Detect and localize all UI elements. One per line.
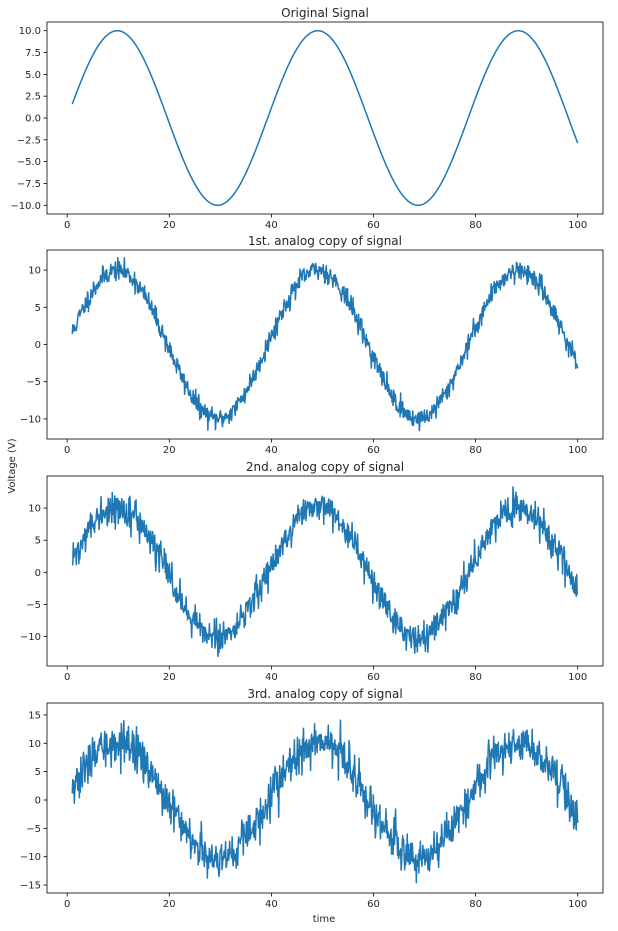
chart-title-3: 2nd. analog copy of signal (246, 460, 404, 474)
y-tick-label: −7.5 (17, 179, 41, 190)
y-tick-label: 10 (28, 504, 41, 515)
axes-frame-3 (46, 475, 604, 667)
y-tick-label: −2.5 (17, 135, 41, 146)
y-tick-label: −5.0 (17, 157, 41, 168)
x-tick-label: 40 (265, 220, 278, 231)
y-tick-label: 5 (35, 303, 41, 314)
x-tick-label: 60 (367, 220, 380, 231)
x-tick-label: 0 (64, 672, 70, 683)
x-tick-label: 100 (568, 672, 587, 683)
x-tick-label: 0 (64, 220, 70, 231)
x-tick-label: 40 (265, 672, 278, 683)
y-tick-label: 7.5 (25, 48, 41, 59)
x-tick-label: 40 (265, 899, 278, 910)
y-tick-label: 10 (28, 266, 41, 277)
y-tick-label: 5 (35, 536, 41, 547)
x-tick-label: 20 (163, 220, 176, 231)
axes-frame-1 (46, 21, 604, 215)
y-tick-label: −10.0 (10, 201, 41, 212)
x-tick-label: 20 (163, 672, 176, 683)
series-line-2 (71, 256, 579, 432)
y-tick-label: −5 (26, 600, 41, 611)
y-tick-label: −10 (20, 414, 41, 425)
y-tick-label: −5 (26, 824, 41, 835)
x-tick-label: 0 (64, 445, 70, 456)
x-tick-label: 60 (367, 672, 380, 683)
y-tick-label: 2.5 (25, 92, 41, 103)
series-line-4 (71, 719, 579, 884)
x-tick-label: 80 (469, 672, 482, 683)
y-tick-label: 0 (35, 340, 41, 351)
x-tick-label: 80 (469, 899, 482, 910)
y-tick-label: 0.0 (25, 114, 41, 125)
y-tick-label: 15 (28, 710, 41, 721)
x-tick-label: 100 (568, 899, 587, 910)
x-tick-label: 60 (367, 899, 380, 910)
y-tick-label: 10.0 (19, 26, 41, 37)
x-tick-label: 100 (568, 445, 587, 456)
series-line-3 (71, 486, 579, 658)
x-tick-label: 40 (265, 445, 278, 456)
x-tick-label: 0 (64, 899, 70, 910)
y-tick-label: −10 (20, 852, 41, 863)
y-tick-label: 10 (28, 739, 41, 750)
series-line-1 (71, 29, 579, 207)
chart-title-4: 3rd. analog copy of signal (247, 687, 402, 701)
axes-frame-4 (46, 702, 604, 894)
y-tick-label: −15 (20, 881, 41, 892)
x-tick-label: 100 (568, 220, 587, 231)
y-axis-label: Voltage (V) (7, 438, 18, 493)
x-tick-label: 20 (163, 445, 176, 456)
y-tick-label: 5.0 (25, 70, 41, 81)
y-tick-label: 0 (35, 568, 41, 579)
x-axis-label: time (313, 914, 336, 925)
chart-title-1: Original Signal (281, 6, 369, 20)
chart-title-2: 1st. analog copy of signal (248, 234, 402, 248)
y-tick-label: −10 (20, 632, 41, 643)
y-tick-label: 0 (35, 795, 41, 806)
y-tick-label: 5 (35, 767, 41, 778)
x-tick-label: 60 (367, 445, 380, 456)
y-tick-label: −5 (26, 377, 41, 388)
x-tick-label: 80 (469, 220, 482, 231)
x-tick-label: 80 (469, 445, 482, 456)
x-tick-label: 20 (163, 899, 176, 910)
